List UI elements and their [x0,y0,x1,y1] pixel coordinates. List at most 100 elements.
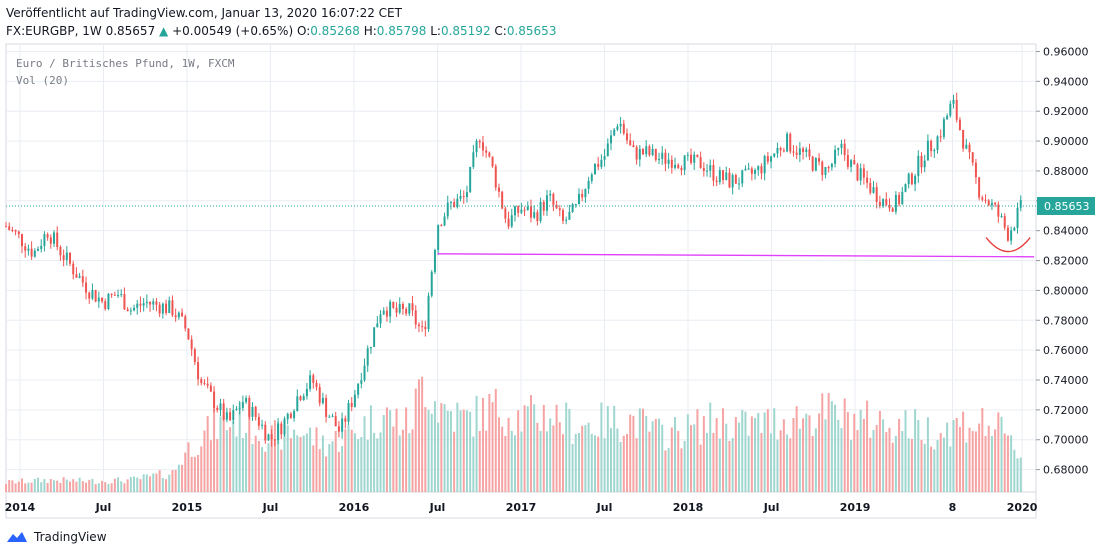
volume-bar [885,431,888,492]
candle-body [658,158,661,160]
candle-body [910,173,913,185]
x-tick-label: 2015 [172,501,203,514]
volume-bar [56,480,59,492]
candle-body [782,150,785,152]
candle-body [686,154,689,156]
volume-bar [177,464,180,492]
candle-body [219,403,222,411]
candle-body [395,307,398,313]
volume-bar [222,415,225,492]
candle-body [273,439,276,441]
volume-bar [933,449,936,492]
candle-body [936,136,939,151]
candle-body [706,170,709,172]
volume-bar [21,478,24,492]
volume-bar [834,404,837,492]
volume-bar [600,402,603,492]
volume-bar [360,437,363,492]
volume-bar [542,404,545,492]
candle-body [1006,227,1009,241]
volume-bar [78,477,81,492]
volume-bar [795,406,798,492]
candle-body [184,316,187,329]
volume-bar [882,419,885,492]
candle-body [379,314,382,324]
candle-body [642,148,645,155]
candle-body [638,148,641,160]
volume-bar [702,416,705,492]
candle-body [997,204,1000,217]
candle-body [398,303,401,313]
candle-body [587,180,590,189]
volume-bar [289,438,292,492]
volume-bar [88,479,91,492]
volume-bar [197,454,200,492]
volume-bar [990,435,993,492]
candle-body [552,193,555,205]
volume-bar [674,417,677,492]
candle-body [299,396,302,401]
volume-bar [667,448,670,492]
volume-bar [94,484,97,492]
candle-body [770,156,773,162]
volume-bar [267,443,270,492]
volume-bar [827,393,830,492]
volume-bar [561,434,564,492]
candle-body [277,423,280,440]
candle-body [504,208,507,219]
tradingview-brand[interactable]: TradingView [6,530,107,544]
volume-bar [110,483,113,492]
volume-bar [539,430,542,492]
candle-body [376,323,379,328]
candle-body [69,252,72,264]
volume-bar [165,479,168,492]
candle-body [360,380,363,384]
candle-body [821,161,824,175]
candle-body [193,349,196,363]
candle-body [494,166,497,188]
volume-bar [328,444,331,492]
volume-bar [939,433,942,492]
candle-body [414,310,417,325]
volume-bar [53,480,56,492]
volume-bar [449,411,452,492]
volume-bar [241,438,244,492]
candle-body [104,301,107,309]
low-value: 0.85192 [440,24,491,38]
volume-bar [997,412,1000,492]
candle-body [974,162,977,178]
volume-bar [965,442,968,492]
candle-body [11,229,14,231]
candle-body [446,202,449,217]
candle-body [510,215,513,227]
candle-body [46,234,49,238]
candle-body [177,312,180,318]
candle-body [754,169,757,174]
y-tick-label: 0.70000 [1043,434,1089,447]
volume-bar [597,436,600,492]
candle-body [750,168,753,174]
volume-bar [699,444,702,492]
volume-bar [709,402,712,492]
volume-bar [46,482,49,492]
volume-bar [286,425,289,492]
candle-body [120,294,123,296]
candle-body [930,140,933,152]
candle-body [251,406,254,417]
candle-body [872,187,875,193]
volume-bar [946,422,949,492]
volume-bar [888,427,891,492]
open-value: 0.85268 [310,24,360,38]
candle-body [629,140,632,146]
candle-body [757,166,760,170]
candle-body [341,418,344,432]
volume-bar [104,482,107,492]
candle-body [328,416,331,418]
volume-bar [491,402,494,492]
candle-body [702,168,705,171]
candle-body [561,210,564,221]
volume-bar [353,433,356,492]
candle-body [722,170,725,180]
candle-body [616,126,619,130]
